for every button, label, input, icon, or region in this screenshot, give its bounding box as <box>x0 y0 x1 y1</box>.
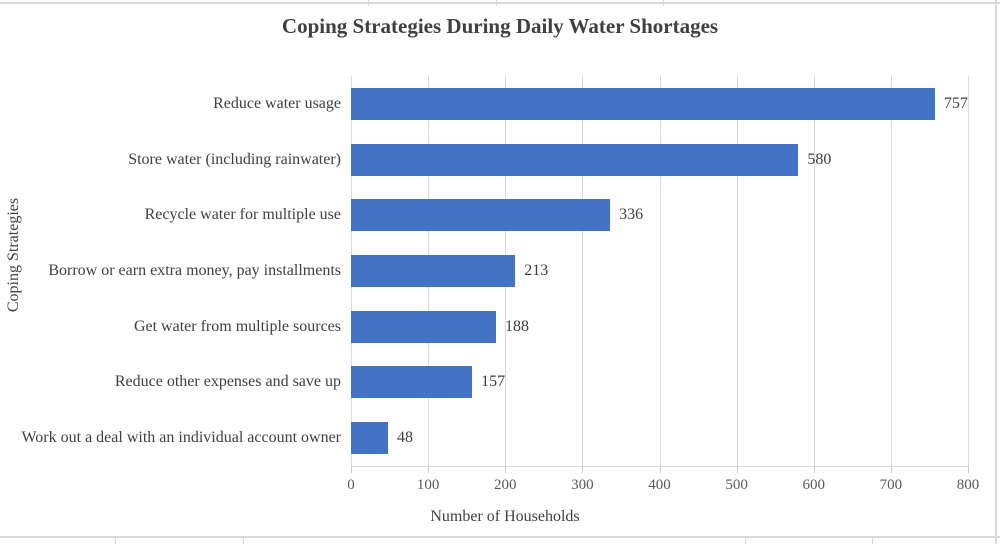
category-label: Reduce other expenses and save up <box>114 373 341 391</box>
value-label: 213 <box>524 262 549 279</box>
value-label: 757 <box>943 94 968 112</box>
bar <box>351 87 935 120</box>
category-label: Borrow or earn extra money, pay installm… <box>48 262 341 279</box>
value-label: 48 <box>397 429 414 447</box>
x-axis-tick <box>659 466 661 473</box>
x-axis-line <box>351 466 969 467</box>
sheet-right-gridline <box>995 0 997 544</box>
bar <box>351 199 611 232</box>
x-tick-label: 700 <box>879 477 903 493</box>
bar <box>351 143 799 176</box>
x-tick-label: 200 <box>494 477 517 493</box>
sheet-column-tick <box>115 538 116 544</box>
y-axis-title: Coping Strategies <box>5 197 22 313</box>
gridline <box>968 76 969 466</box>
category-label: Store water (including rainwater) <box>128 150 341 168</box>
category-label: Work out a deal with an individual accou… <box>21 429 341 447</box>
x-axis-tick <box>428 466 430 473</box>
x-tick-label: 800 <box>956 477 980 493</box>
category-label: Reduce water usage <box>213 94 341 112</box>
sheet-column-tick <box>368 0 369 6</box>
chart-title: Coping Strategies During Daily Water Sho… <box>281 14 719 38</box>
x-axis-tick <box>968 466 969 473</box>
x-axis-tick <box>351 466 352 473</box>
bar <box>351 310 496 343</box>
sheet-top-gridline <box>0 2 1000 4</box>
x-axis-tick <box>582 466 584 473</box>
x-tick-label: 300 <box>571 477 594 493</box>
x-tick-label: 100 <box>416 477 440 493</box>
x-axis-tick <box>813 466 815 473</box>
value-label: 188 <box>504 317 529 335</box>
value-label: 336 <box>619 206 644 224</box>
bar <box>351 366 473 399</box>
bar <box>351 255 516 287</box>
sheet-column-tick <box>745 538 746 544</box>
x-axis-tick <box>736 466 738 473</box>
x-axis-tick <box>890 466 892 473</box>
x-tick-label: 500 <box>725 477 748 493</box>
sheet-bottom-gridline <box>0 536 1000 538</box>
sheet-column-tick <box>496 0 497 6</box>
sheet-column-tick <box>243 538 244 544</box>
x-tick-label: 0 <box>347 477 355 493</box>
category-label: Get water from multiple sources <box>133 317 341 335</box>
x-axis-tick <box>505 466 507 473</box>
x-tick-label: 600 <box>802 477 826 493</box>
gridline <box>582 76 584 466</box>
x-tick-label: 400 <box>648 477 671 493</box>
sheet-column-tick <box>663 0 664 6</box>
x-axis-title: Number of Households <box>430 508 580 525</box>
value-label: 157 <box>481 373 506 391</box>
gridline <box>813 76 815 466</box>
value-label: 580 <box>807 150 832 168</box>
bar <box>351 422 389 455</box>
category-label: Recycle water for multiple use <box>144 206 341 224</box>
sheet-column-tick <box>872 538 873 544</box>
gridline <box>890 76 892 466</box>
gridline <box>659 76 661 466</box>
gridline <box>736 76 738 466</box>
